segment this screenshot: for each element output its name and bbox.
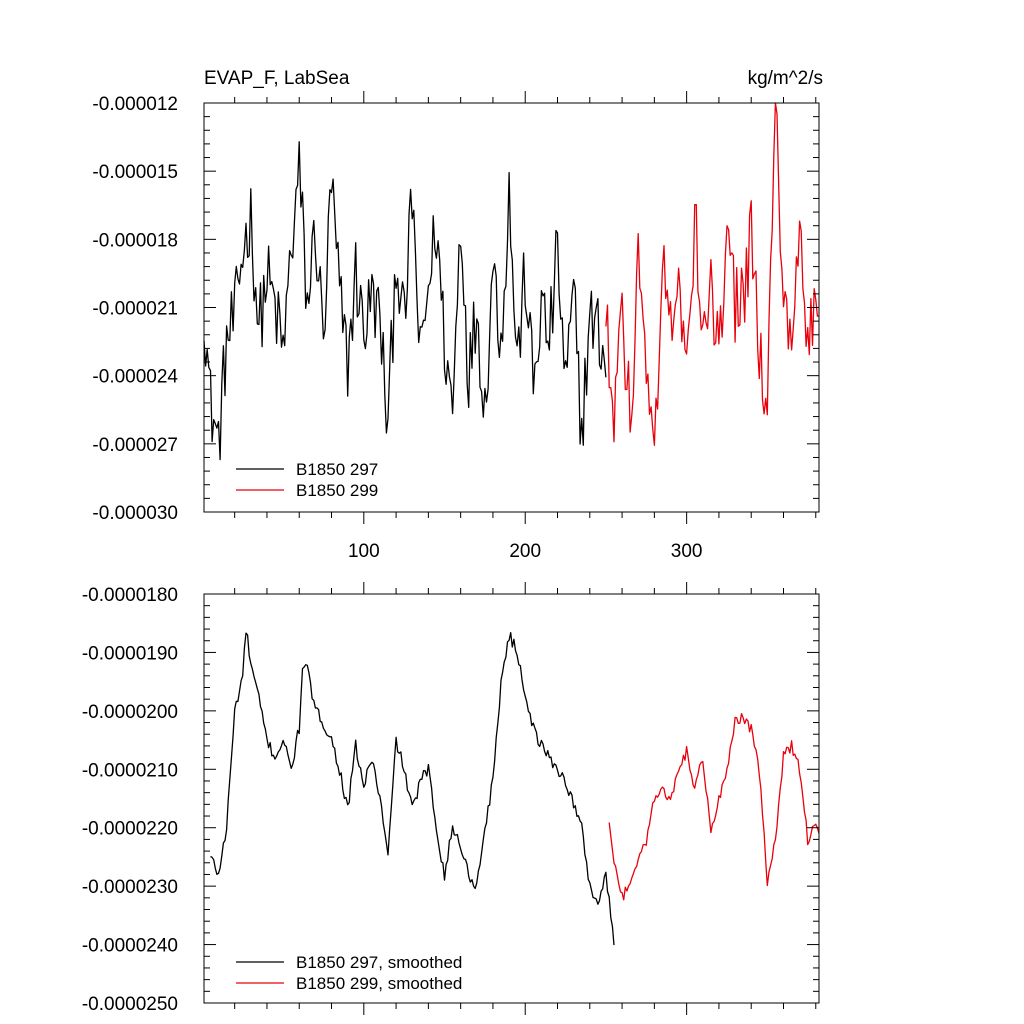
y-tick-label: -0.0000250 xyxy=(82,994,178,1015)
x-tick-label: 200 xyxy=(509,541,541,562)
bottom-panel-legend: B1850 297, smoothed B1850 299, smoothed xyxy=(236,953,462,993)
bottom-panel-series xyxy=(210,631,820,946)
legend-label-297: B1850 297 xyxy=(296,460,378,479)
bottom-panel-frame xyxy=(203,593,820,1004)
y-tick-label: -0.000021 xyxy=(92,299,178,320)
top-panel-ticks: -0.000012 -0.000015 -0.000018 -0.000021 -0.0… xyxy=(92,91,819,562)
y-tick-label: -0.000018 xyxy=(92,230,178,251)
series-line-b1850-299-smoothed xyxy=(608,712,820,901)
series-line-b1850-297-smoothed xyxy=(210,631,615,946)
top-panel-legend: B1850 297 B1850 299 xyxy=(236,460,378,500)
y-tick-label: -0.0000230 xyxy=(82,877,178,898)
y-tick-label: -0.000030 xyxy=(92,503,178,524)
bottom-panel: -0.0000180 -0.0000190 -0.0000200 -0.0000210… xyxy=(82,582,820,1015)
y-tick-label: -0.0000220 xyxy=(82,819,178,840)
legend-label-299-smoothed: B1850 299, smoothed xyxy=(296,974,462,993)
top-panel-units: kg/m^2/s xyxy=(748,68,823,89)
y-tick-label: -0.000027 xyxy=(92,435,178,456)
top-panel-title: EVAP_F, LabSea xyxy=(204,68,350,89)
y-tick-label: -0.0000190 xyxy=(82,643,178,664)
top-panel-series xyxy=(203,102,820,461)
legend-label-299: B1850 299 xyxy=(296,481,378,500)
y-tick-label: -0.0000200 xyxy=(82,702,178,723)
series-line-b1850-299 xyxy=(605,102,820,446)
x-tick-label: 100 xyxy=(348,541,380,562)
bottom-panel-ticks: -0.0000180 -0.0000190 -0.0000200 -0.0000210… xyxy=(82,582,819,1015)
top-panel: EVAP_F, LabSea kg/m^2/s -0.000012-0.0000… xyxy=(92,68,823,562)
y-tick-label: -0.000024 xyxy=(92,367,178,388)
y-tick-label: -0.000015 xyxy=(92,162,178,183)
x-tick-label: 300 xyxy=(671,541,703,562)
y-tick-label: -0.0000240 xyxy=(82,936,178,957)
legend-label-297-smoothed: B1850 297, smoothed xyxy=(296,953,462,972)
y-tick-label: -0.000012 xyxy=(92,94,178,115)
y-tick-label: -0.0000210 xyxy=(82,760,178,781)
y-tick-label: -0.0000180 xyxy=(82,585,178,606)
top-panel-frame xyxy=(203,102,820,513)
series-line-b1850-297 xyxy=(203,141,607,461)
